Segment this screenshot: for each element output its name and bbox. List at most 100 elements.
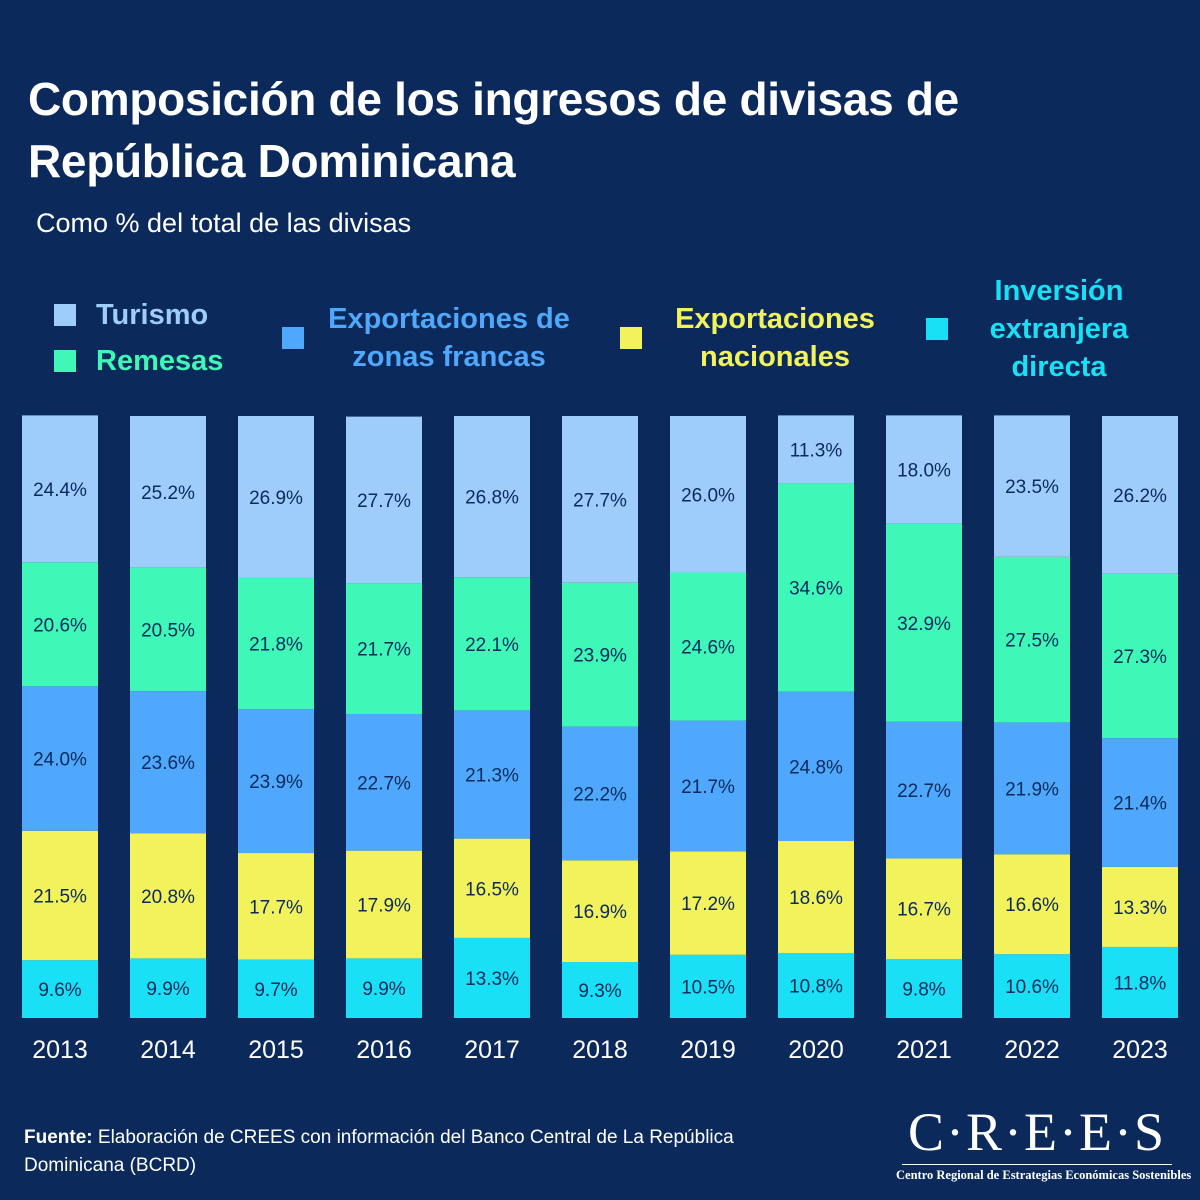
data-label: 23.9%: [249, 772, 303, 793]
bar-segment: [886, 858, 962, 960]
data-label: 13.3%: [1113, 898, 1167, 919]
data-label: 9.8%: [902, 980, 945, 1001]
bar-segment: [346, 583, 422, 714]
x-tick-label: 2022: [1004, 1036, 1060, 1064]
data-label: 21.8%: [249, 635, 303, 656]
data-label: 23.5%: [1005, 477, 1059, 498]
bar-segment: [562, 582, 638, 727]
data-label: 9.6%: [38, 980, 81, 1001]
legend-item-ied: Inversión extranjera directa: [926, 272, 1162, 386]
bar-segment: [1102, 573, 1178, 739]
bar-segment: [670, 851, 746, 955]
bar-segment: [670, 720, 746, 852]
bar-segment: [22, 562, 98, 687]
data-label: 26.0%: [681, 485, 735, 506]
x-tick-label: 2021: [896, 1036, 952, 1064]
data-label: 20.5%: [141, 620, 195, 641]
chart-title: Composición de los ingresos de divisas d…: [28, 73, 959, 187]
bar-segment: [454, 416, 530, 578]
data-label: 18.0%: [897, 461, 951, 482]
data-label: 11.3%: [790, 440, 843, 461]
bar-segment: [886, 721, 962, 859]
source-text: Elaboración de CREES con información del…: [24, 1127, 734, 1176]
bar-segment: [238, 577, 314, 710]
bar-segment: [130, 958, 206, 1018]
data-label: 17.7%: [249, 897, 303, 918]
data-label: 23.6%: [141, 753, 195, 774]
data-label: 21.5%: [33, 886, 87, 907]
data-label: 27.7%: [357, 491, 411, 512]
legend-swatch-nacionales: [620, 327, 642, 349]
crees-logo: C·R·E·E·S Centro Regional de Estrategias…: [896, 1102, 1192, 1183]
data-label: 25.2%: [141, 483, 195, 504]
bar-segment: [454, 838, 530, 938]
data-label: 17.2%: [681, 894, 735, 915]
bar-segment: [130, 416, 206, 568]
bar-segment: [238, 959, 314, 1018]
bar-segment: [670, 954, 746, 1018]
bar-segment: [562, 416, 638, 583]
legend-label-nacionales: Exportaciones nacionales: [675, 303, 875, 373]
bar-segment: [22, 415, 98, 563]
bar-segment: [778, 841, 854, 953]
data-label: 17.9%: [357, 896, 411, 917]
data-label: 9.9%: [146, 979, 189, 1000]
legend-label-zonas-francas: Exportaciones de zonas francas: [328, 303, 570, 373]
data-label: 10.6%: [1005, 977, 1059, 998]
bar-segment: [562, 726, 638, 861]
bar-segment: [994, 854, 1070, 955]
x-tick-label: 2018: [572, 1036, 628, 1064]
legend-item-turismo: Turismo: [54, 296, 208, 334]
stacked-bar-chart: 9.6% 21.5% 24.0% 20.6% 24.4% 2013 9.9% 20.8% 23.…: [22, 415, 1178, 1064]
logo-tagline: Centro Regional de Estrategias Económica…: [896, 1168, 1192, 1182]
bar-segment: [778, 952, 854, 1018]
bar-segment: [22, 960, 98, 1018]
data-label: 22.2%: [573, 784, 627, 805]
data-label: 21.9%: [1005, 779, 1059, 800]
chart-subtitle: Como % del total de las divisas: [36, 208, 412, 238]
data-label: 27.7%: [573, 490, 627, 511]
bar-segment: [670, 416, 746, 573]
legend-swatch-ied: [926, 318, 948, 340]
data-label: 24.0%: [33, 750, 87, 771]
legend-item-remesas: Remesas: [54, 342, 223, 380]
bar-segment: [1102, 946, 1178, 1018]
bar-segment: [130, 833, 206, 959]
data-label: 9.9%: [362, 979, 405, 1000]
x-tick-label: 2015: [248, 1036, 304, 1064]
bar-segment: [886, 959, 962, 1018]
data-label: 16.5%: [465, 879, 519, 900]
bar-segment: [454, 710, 530, 839]
bar-segment: [238, 853, 314, 960]
data-label: 10.8%: [789, 976, 843, 997]
data-label: 23.9%: [573, 646, 627, 667]
legend-label-turismo: Turismo: [96, 299, 209, 331]
data-label: 18.6%: [789, 888, 843, 909]
bar-segment: [346, 713, 422, 851]
bar-segment: [886, 415, 962, 524]
source-label: Fuente:: [24, 1127, 93, 1148]
bar-segment: [454, 577, 530, 711]
data-label: 13.3%: [465, 969, 519, 990]
bar-segment: [562, 962, 638, 1018]
data-label: 22.7%: [357, 773, 411, 794]
bar-segment: [22, 686, 98, 831]
bar-segment: [994, 556, 1070, 723]
data-label: 22.1%: [465, 635, 519, 656]
data-label: 16.9%: [573, 902, 627, 923]
bar-segment: [238, 416, 314, 578]
data-label: 26.8%: [465, 488, 519, 509]
bar-segment: [778, 415, 854, 484]
legend-swatch-remesas: [54, 350, 76, 372]
data-label: 16.7%: [897, 900, 951, 921]
x-tick-label: 2023: [1112, 1036, 1168, 1064]
bar-segment: [670, 572, 746, 721]
bar-segment: [994, 954, 1070, 1018]
legend-item-zonas-francas: Exportaciones de zonas francas: [282, 300, 580, 376]
data-label: 34.6%: [789, 579, 843, 600]
data-label: 22.7%: [897, 781, 951, 802]
bar-segment: [1102, 738, 1178, 867]
data-label: 21.7%: [681, 777, 735, 798]
bar-segment: [778, 691, 854, 842]
data-label: 21.3%: [465, 765, 519, 786]
